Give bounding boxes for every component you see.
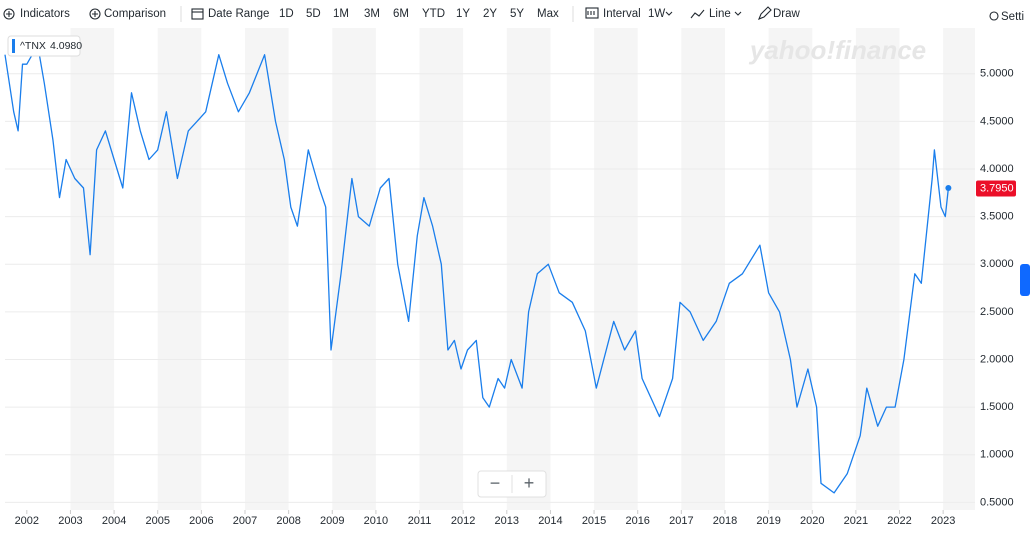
x-tick-label: 2004 — [102, 515, 126, 527]
plot: 2002 2003 2004 2005 2006 2007 2008 2009 2010 2011… — [4, 35, 1016, 527]
x-tick-label: 2017 — [669, 515, 693, 527]
y-tick-label: 1.5000 — [980, 401, 1014, 413]
year-band — [506, 28, 551, 510]
x-tick-label: 2021 — [844, 515, 868, 527]
range-button[interactable]: 2Y — [483, 8, 497, 20]
range-button[interactable]: 3M — [364, 8, 380, 20]
toolbar-icons — [3, 6, 999, 22]
x-tick-label: 2022 — [887, 515, 911, 527]
y-tick-label: 2.5000 — [980, 306, 1014, 318]
side-tab[interactable] — [1020, 264, 1030, 296]
x-tick-label: 2015 — [582, 515, 606, 527]
indicators-button[interactable]: Indicators — [20, 8, 70, 20]
settings-button[interactable]: Setti — [1001, 11, 1024, 23]
year-band — [943, 28, 975, 510]
x-tick-label: 2011 — [408, 515, 432, 527]
range-button[interactable]: Max — [537, 8, 559, 20]
year-band — [244, 28, 289, 510]
y-tick-label: 3.0000 — [980, 258, 1014, 270]
year-band — [70, 28, 115, 510]
x-tick-label: 2010 — [364, 515, 388, 527]
plot-background — [5, 28, 975, 510]
x-tick-label: 2016 — [625, 515, 649, 527]
legend-value: 4.0980 — [50, 40, 82, 52]
price-line — [4, 44, 950, 494]
x-tick-label: 2013 — [495, 515, 519, 527]
y-tick-label: 4.5000 — [980, 115, 1014, 127]
range-button[interactable]: 1D — [279, 8, 294, 20]
interval-value[interactable]: 1W — [648, 8, 665, 20]
y-tick-label: 0.5000 — [980, 496, 1014, 508]
range-button[interactable]: 5D — [306, 8, 321, 20]
date-range-button[interactable]: Date Range — [208, 8, 269, 20]
x-tick-label: 2014 — [538, 515, 562, 527]
year-band — [332, 28, 376, 510]
y-tick-label: 5.0000 — [980, 68, 1014, 80]
x-tick-label: 2012 — [451, 515, 475, 527]
zoom-in[interactable]: + — [524, 473, 535, 493]
year-band — [768, 28, 813, 510]
x-tick-label: 2019 — [756, 515, 780, 527]
legend-name: ^TNX — [20, 40, 46, 52]
y-tick-label: 1.0000 — [980, 449, 1014, 461]
line-button[interactable]: Line — [709, 8, 731, 20]
x-tick-label: 2005 — [145, 515, 169, 527]
last-price-label: 3.7950 — [980, 182, 1014, 194]
x-tick-label: 2008 — [276, 515, 300, 527]
range-button[interactable]: 1M — [333, 8, 349, 20]
x-tick-label: 2023 — [931, 515, 955, 527]
y-tick-label: 3.5000 — [980, 211, 1014, 223]
year-bands — [5, 28, 975, 510]
range-button[interactable]: 1Y — [456, 8, 470, 20]
range-button[interactable]: 6M — [393, 8, 409, 20]
year-band — [157, 28, 202, 510]
year-band — [681, 28, 725, 510]
range-button[interactable]: 5Y — [510, 8, 524, 20]
x-tick-label: 2006 — [189, 515, 213, 527]
x-tick-label: 2003 — [58, 515, 82, 527]
y-tick-label: 2.0000 — [980, 353, 1014, 365]
legend-swatch — [12, 39, 15, 53]
last-price-tag — [976, 180, 1016, 197]
range-button[interactable]: YTD — [422, 8, 445, 20]
last-point — [945, 185, 952, 192]
x-tick-label: 2007 — [233, 515, 257, 527]
x-tick-label: 2009 — [320, 515, 344, 527]
interval-button[interactable]: Interval — [603, 8, 641, 20]
x-tick-label: 2002 — [15, 515, 39, 527]
zoom-out[interactable]: − — [490, 473, 501, 493]
year-band — [855, 28, 900, 510]
y-tick-label: 4.0000 — [980, 163, 1014, 175]
x-tick-label: 2020 — [800, 515, 824, 527]
year-band — [594, 28, 638, 510]
watermark: yahoo!finance — [748, 35, 926, 65]
legend-box — [7, 35, 81, 57]
comparison-button[interactable]: Comparison — [104, 8, 166, 20]
draw-button[interactable]: Draw — [773, 8, 801, 20]
x-tick-label: 2018 — [713, 515, 737, 527]
